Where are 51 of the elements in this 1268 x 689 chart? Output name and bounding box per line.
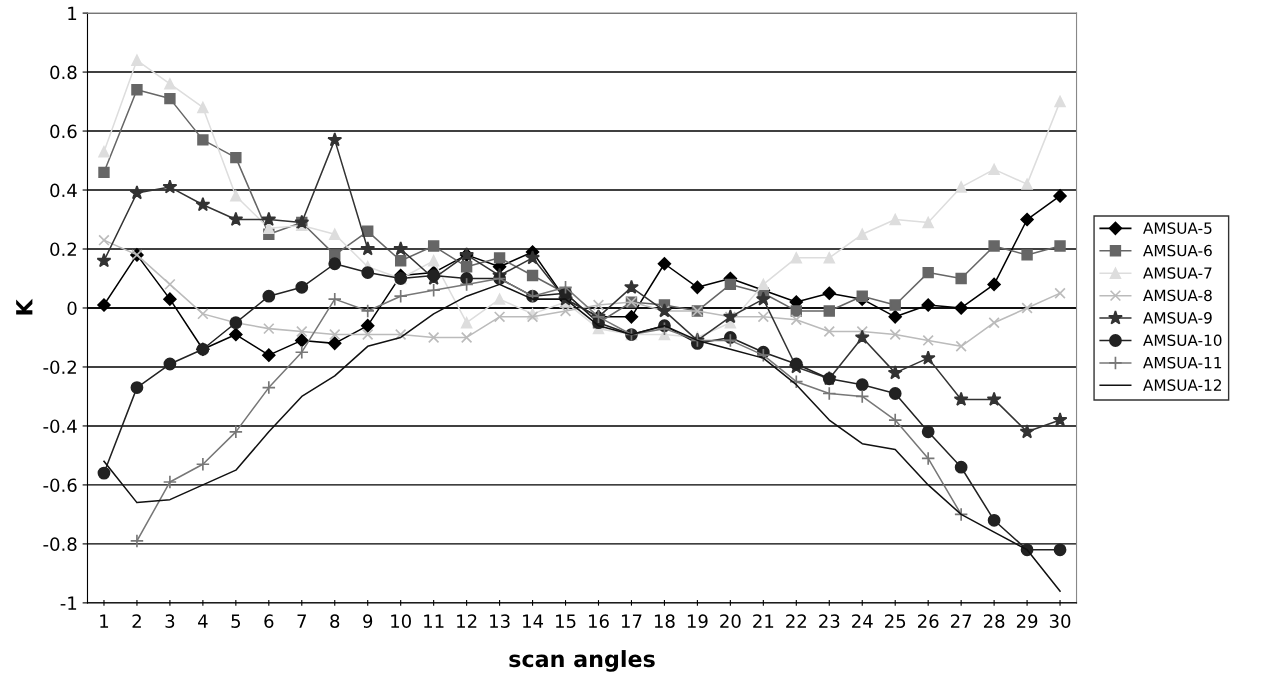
x-tick-label: 30 xyxy=(1049,614,1071,628)
legend-label: AMSUA-8 xyxy=(1143,289,1212,302)
y-tick-label: -0.4 xyxy=(43,419,77,434)
x-tick-label: 7 xyxy=(297,614,306,628)
x-tick-label: 16 xyxy=(588,614,609,628)
x-tick-label: 12 xyxy=(457,614,477,628)
y-tick-label: 0.4 xyxy=(50,183,77,198)
x-tick-label: 27 xyxy=(950,614,972,628)
legend-label: AMSUA-11 xyxy=(1143,356,1222,369)
x-tick-label: 28 xyxy=(983,614,1005,628)
x-tick-label: 25 xyxy=(885,614,906,628)
legend-label: AMSUA-10 xyxy=(1143,334,1222,347)
y-tick-label: 0 xyxy=(67,301,77,316)
x-tick-label: 20 xyxy=(720,614,741,628)
x-tick-label: 2 xyxy=(132,614,141,628)
x-tick-label: 15 xyxy=(556,614,576,628)
x-tick-label: 26 xyxy=(918,614,939,628)
y-tick-label: -1 xyxy=(60,596,77,610)
y-tick-label: 0.8 xyxy=(50,65,77,80)
x-tick-label: 1 xyxy=(100,614,109,628)
x-axis-title: scan angles xyxy=(509,650,655,672)
y-tick-label: -0.8 xyxy=(43,537,77,552)
y-axis-title: K xyxy=(16,298,33,315)
x-tick-label: 10 xyxy=(391,614,411,628)
legend-label: AMSUA-5 xyxy=(1143,222,1212,234)
y-tick-label: 0.6 xyxy=(50,124,77,139)
legend-label: AMSUA-9 xyxy=(1143,312,1212,324)
x-tick-label: 21 xyxy=(753,614,774,628)
x-tick-label: 19 xyxy=(687,614,708,628)
x-tick-label: 4 xyxy=(198,614,208,628)
legend-label: AMSUA-12 xyxy=(1143,379,1221,391)
x-tick-label: 24 xyxy=(852,614,873,628)
x-tick-label: 22 xyxy=(786,614,806,628)
x-tick-label: 18 xyxy=(654,614,675,628)
x-tick-label: 17 xyxy=(621,614,642,628)
y-tick-label: -0.6 xyxy=(43,478,77,493)
y-tick-label: 1 xyxy=(68,6,77,20)
x-tick-label: 13 xyxy=(490,614,510,628)
y-tick-label: -0.2 xyxy=(43,360,76,375)
x-tick-label: 6 xyxy=(264,614,274,628)
legend-label: AMSUA-7 xyxy=(1143,267,1212,279)
legend-label: AMSUA-6 xyxy=(1143,244,1212,257)
x-tick-label: 11 xyxy=(424,614,444,628)
x-tick-label: 23 xyxy=(819,614,840,628)
x-tick-label: 9 xyxy=(363,614,373,628)
x-tick-label: 5 xyxy=(231,614,241,628)
x-tick-label: 29 xyxy=(1016,614,1038,628)
x-tick-label: 8 xyxy=(330,614,340,628)
x-tick-label: 14 xyxy=(523,614,544,628)
y-tick-label: 0.2 xyxy=(50,242,76,257)
x-tick-label: 3 xyxy=(165,614,175,628)
